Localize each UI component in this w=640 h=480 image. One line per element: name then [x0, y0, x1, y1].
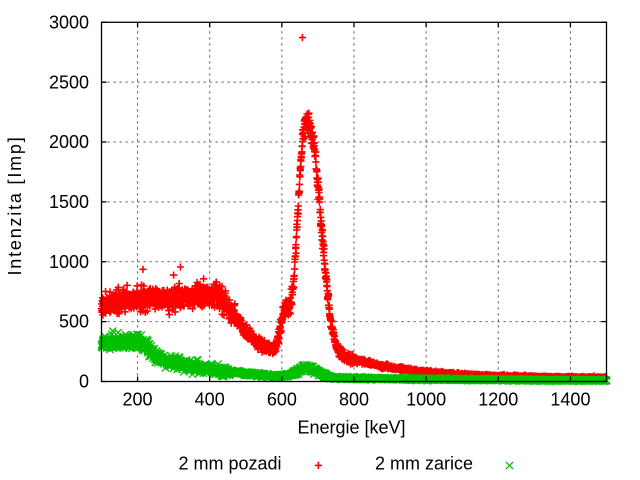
svg-text:1000: 1000	[49, 252, 89, 272]
svg-text:0: 0	[79, 372, 89, 392]
svg-text:2000: 2000	[49, 132, 89, 152]
svg-text:400: 400	[195, 390, 225, 410]
svg-text:500: 500	[59, 312, 89, 332]
svg-text:3000: 3000	[49, 12, 89, 32]
svg-text:800: 800	[339, 390, 369, 410]
svg-text:600: 600	[267, 390, 297, 410]
svg-text:1500: 1500	[49, 192, 89, 212]
svg-text:Intenzita [Imp]: Intenzita [Imp]	[5, 135, 25, 275]
svg-text:2500: 2500	[49, 72, 89, 92]
svg-text:2 mm zarice: 2 mm zarice	[375, 454, 473, 474]
svg-text:1200: 1200	[478, 390, 518, 410]
svg-text:Energie [keV]: Energie [keV]	[297, 418, 405, 438]
svg-text:200: 200	[123, 390, 153, 410]
svg-text:2 mm pozadi: 2 mm pozadi	[178, 454, 281, 474]
svg-text:1400: 1400	[550, 390, 590, 410]
svg-text:1000: 1000	[406, 390, 446, 410]
